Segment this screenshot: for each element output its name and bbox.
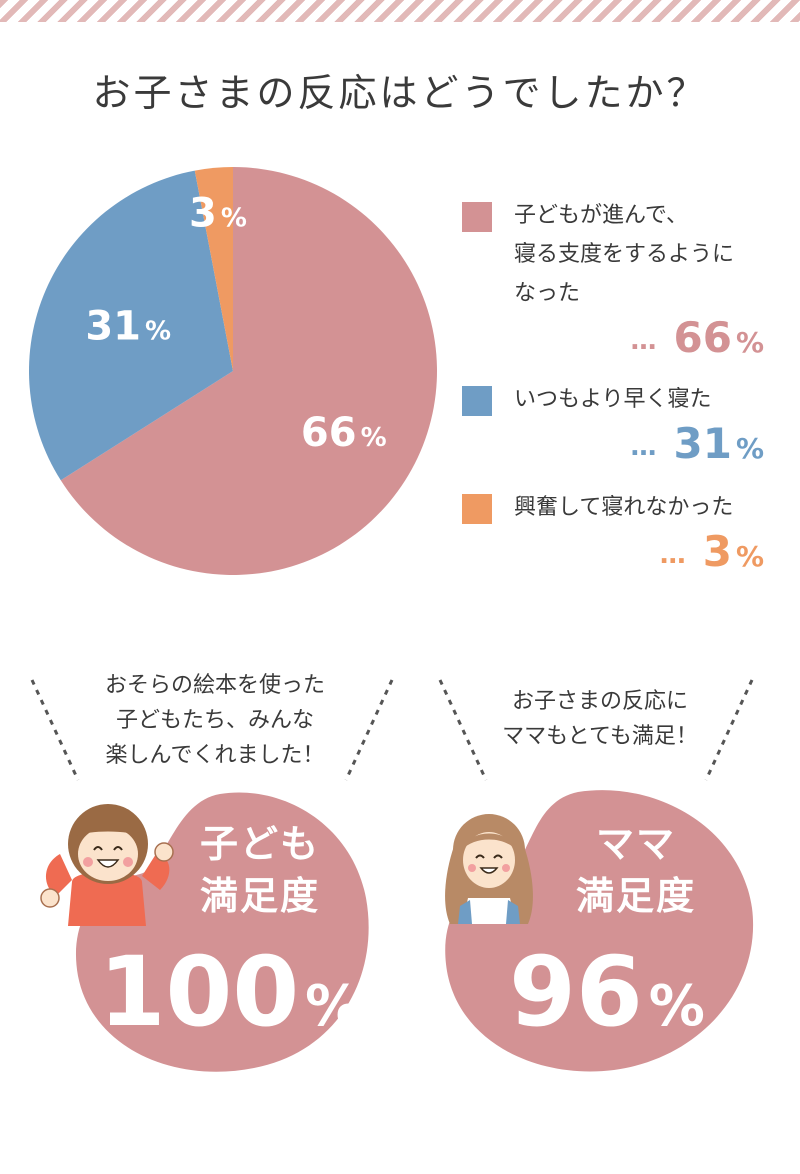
comment-divider-left bbox=[438, 679, 488, 781]
pie-data-label: 3% bbox=[189, 191, 247, 237]
child-satisfaction-value: 100 bbox=[98, 936, 300, 1048]
child-satisfaction-unit: % bbox=[305, 974, 362, 1039]
legend-item: 興奮して寝れなかった … 3% bbox=[462, 488, 782, 580]
comment-divider-right bbox=[704, 679, 754, 781]
legend-label: 子どもが進んで、 寝る支度をするように なった bbox=[514, 203, 735, 306]
child-satisfaction-blob bbox=[75, 792, 369, 1072]
child-comment: おそらの絵本を使った 子どもたち、みんな 楽しんでくれました！ bbox=[104, 673, 325, 768]
child-avatar-icon bbox=[40, 804, 174, 926]
mama-satisfaction-unit: % bbox=[648, 974, 705, 1039]
legend-item: 子どもが進んで、 寝る支度をするように なった … 66% bbox=[462, 196, 782, 366]
legend-unit: % bbox=[735, 540, 764, 573]
legend-value-row: … 31% bbox=[462, 421, 782, 472]
legend-item: いつもより早く寝た … 31% bbox=[462, 380, 782, 472]
legend-swatch bbox=[462, 494, 492, 524]
legend-dots: … bbox=[630, 431, 660, 462]
header-stripe bbox=[0, 0, 800, 22]
mama-avatar-icon bbox=[445, 814, 533, 924]
legend-dots: … bbox=[659, 539, 689, 570]
legend-label: 興奮して寝れなかった bbox=[514, 495, 734, 520]
mama-satisfaction-value: 96 bbox=[509, 936, 643, 1048]
legend-value: 3 bbox=[702, 527, 732, 576]
pie-data-label: 31% bbox=[85, 304, 171, 350]
legend-swatch bbox=[462, 386, 492, 416]
pie-chart: 66 % 31 % 3% bbox=[28, 167, 438, 575]
page-title: お子さまの反応はどうでしたか？ bbox=[92, 71, 708, 115]
mama-comment: お子さまの反応に ママもとても満足！ bbox=[502, 689, 698, 749]
chart-legend: 子どもが進んで、 寝る支度をするように なった … 66% いつもより早く寝た …… bbox=[462, 196, 782, 580]
child-satisfaction-value-row: 100% bbox=[80, 942, 380, 1057]
pie-data-label: 66% bbox=[301, 410, 387, 456]
legend-value: 31 bbox=[673, 419, 732, 468]
comment-divider-left bbox=[30, 679, 80, 781]
legend-label: いつもより早く寝た bbox=[514, 387, 712, 412]
mama-satisfaction-value-row: 96% bbox=[462, 942, 752, 1057]
legend-value-row: … 66% bbox=[462, 315, 782, 366]
legend-value: 66 bbox=[673, 313, 732, 362]
pie-slice bbox=[60, 167, 438, 575]
legend-swatch bbox=[462, 202, 492, 232]
legend-unit: % bbox=[735, 326, 764, 359]
mama-satisfaction-label: ママ 満足度 bbox=[575, 822, 696, 918]
pie-slice bbox=[28, 170, 233, 481]
legend-dots: … bbox=[630, 325, 660, 356]
legend-value-row: … 3% bbox=[462, 529, 782, 580]
legend-unit: % bbox=[735, 432, 764, 465]
pie-slice bbox=[194, 167, 233, 371]
comment-divider-right bbox=[344, 679, 394, 781]
child-satisfaction-label: 子ども 満足度 bbox=[199, 822, 320, 918]
